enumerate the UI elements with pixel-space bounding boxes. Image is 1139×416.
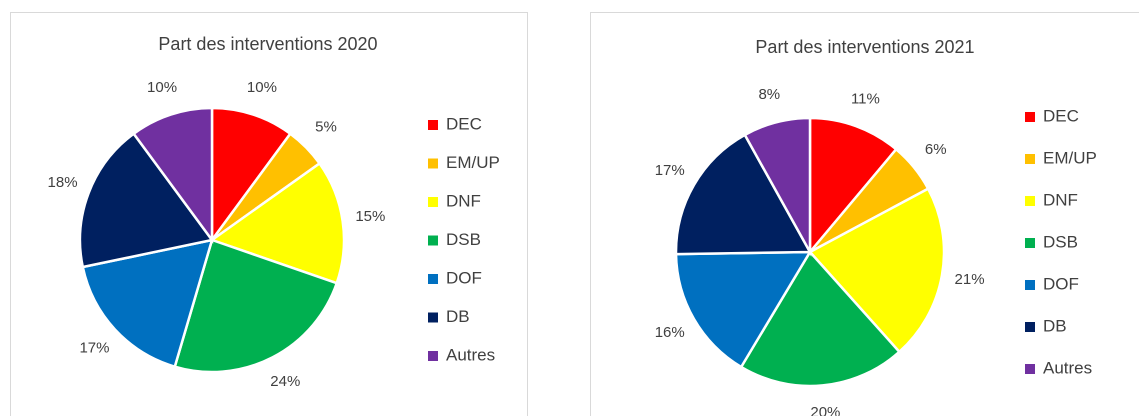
data-label: 8% <box>758 86 780 103</box>
pie-slice <box>81 238 214 369</box>
data-label: 11% <box>851 91 880 108</box>
legend-label: DB <box>1043 316 1067 335</box>
data-label: 15% <box>355 208 385 225</box>
pie-slice <box>739 249 902 388</box>
data-label: 24% <box>270 373 300 390</box>
pie-slice <box>808 187 946 354</box>
pie-slice <box>743 116 812 257</box>
legend-swatch <box>428 235 438 246</box>
legend-label: EM/UP <box>446 153 500 172</box>
legend-swatch <box>1025 322 1035 332</box>
legend-label: Autres <box>446 345 495 364</box>
data-label: 16% <box>655 324 685 341</box>
legend-swatch <box>428 274 438 284</box>
pie-slice <box>674 250 813 369</box>
pie-slice <box>173 238 339 374</box>
legend-label: DSB <box>446 230 481 249</box>
data-label: 10% <box>247 79 277 96</box>
data-label: 20% <box>810 404 840 416</box>
legend-swatch <box>1025 280 1035 290</box>
legend-label: DEC <box>1043 106 1079 125</box>
legend-swatch <box>1025 112 1035 122</box>
legend-swatch <box>428 120 438 130</box>
chart-title: Part des interventions 2021 <box>755 37 974 57</box>
legend-label: DB <box>446 307 470 326</box>
data-label: 17% <box>655 162 685 179</box>
legend-swatch <box>1025 364 1035 374</box>
pie-slice <box>78 131 215 269</box>
legend-swatch <box>428 197 438 207</box>
legend-swatch <box>428 312 438 323</box>
data-label: 21% <box>955 271 985 288</box>
legend-label: DNF <box>1043 190 1078 209</box>
legend-swatch <box>1025 154 1035 164</box>
legend-label: DEC <box>446 114 482 133</box>
data-label: 6% <box>925 141 947 158</box>
legend-label: Autres <box>1043 358 1092 377</box>
chart-title: Part des interventions 2020 <box>158 34 377 54</box>
pie-slice <box>131 106 214 244</box>
legend-label: EM/UP <box>1043 148 1097 167</box>
pie-slice <box>808 116 898 256</box>
pie-slice <box>210 106 293 244</box>
legend-label: DOF <box>1043 274 1079 293</box>
pie-slice <box>209 161 346 285</box>
legend-swatch <box>1025 196 1035 206</box>
legend-label: DOF <box>446 268 482 287</box>
data-label: 10% <box>147 79 177 96</box>
legend-label: DSB <box>1043 232 1078 251</box>
legend-label: DNF <box>446 191 481 210</box>
legend-swatch <box>428 158 438 169</box>
data-label: 18% <box>48 174 78 191</box>
pie-slice <box>674 133 813 256</box>
data-label: 17% <box>79 340 109 357</box>
data-label: 5% <box>315 119 337 136</box>
legend-swatch <box>1025 238 1035 248</box>
legend-swatch <box>428 351 438 361</box>
